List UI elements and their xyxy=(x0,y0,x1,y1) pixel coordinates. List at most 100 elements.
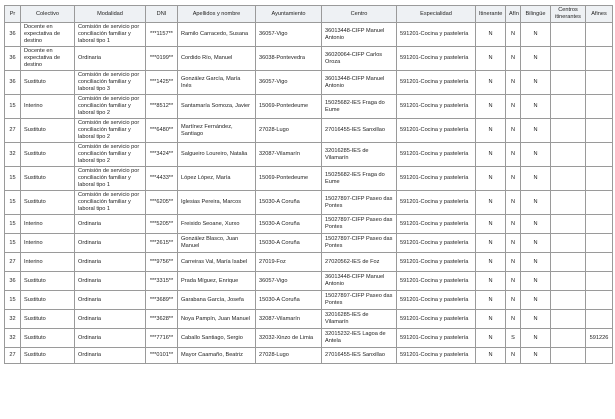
cell-centros-itinerantes xyxy=(550,290,586,310)
cell-afines xyxy=(585,118,613,143)
cell-centros-itinerantes xyxy=(550,214,586,234)
cell-afin: N xyxy=(505,22,521,47)
cell-centro: 36013448-CIFP Manuel Antonio xyxy=(321,22,397,47)
cell-centro: 27016455-IES Sanxillao xyxy=(321,118,397,143)
cell-pr: 15 xyxy=(4,190,21,215)
cell-especialidad: 591201-Cocina y pastelería xyxy=(396,271,476,291)
cell-itinerante: N xyxy=(475,328,506,348)
cell-pr: 36 xyxy=(4,271,21,291)
cell-afin: N xyxy=(505,118,521,143)
cell-apellidos-nombre: López López, María xyxy=(177,166,256,191)
cell-bilingue: N xyxy=(520,70,551,95)
cell-centros-itinerantes xyxy=(550,271,586,291)
cell-bilingue: N xyxy=(520,271,551,291)
cell-afines xyxy=(585,94,613,119)
column-header-centros-itinerantes: Centros itinerantes xyxy=(550,5,586,23)
column-header-pr: Pr xyxy=(4,5,21,23)
cell-itinerante: N xyxy=(475,309,506,329)
cell-centro: 15025682-IES Fraga do Eume xyxy=(321,94,397,119)
cell-centros-itinerantes xyxy=(550,252,586,272)
cell-afines xyxy=(585,233,613,253)
cell-pr: 15 xyxy=(4,290,21,310)
cell-apellidos-nombre: Salgueiro Loureiro, Natalia xyxy=(177,142,256,167)
cell-bilingue: N xyxy=(520,347,551,364)
cell-centros-itinerantes xyxy=(550,309,586,329)
cell-afin: S xyxy=(505,328,521,348)
table-body: 36 Docente en expectativa de destino Comis… xyxy=(4,22,613,364)
cell-especialidad: 591201-Cocina y pastelería xyxy=(396,290,476,310)
cell-dni: ***7716** xyxy=(145,328,178,348)
cell-pr: 27 xyxy=(4,347,21,364)
cell-pr: 32 xyxy=(4,142,21,167)
table-row: 15 Sustituto Ordinaria ***3689** Garabana Ga… xyxy=(4,290,613,310)
cell-apellidos-nombre: Iglesias Pereira, Marcos xyxy=(177,190,256,215)
column-header-centro: Centro xyxy=(321,5,397,23)
cell-itinerante: N xyxy=(475,46,506,71)
cell-modalidad: Comisión de servicio por conciliación fa… xyxy=(74,22,146,47)
cell-afin: N xyxy=(505,347,521,364)
cell-colectivo: Sustituto xyxy=(20,309,75,329)
column-header-colectivo: Colectivo xyxy=(20,5,75,23)
cell-especialidad: 591201-Cocina y pastelería xyxy=(396,118,476,143)
cell-ayuntamiento: 15069-Pontedeume xyxy=(255,94,322,119)
cell-bilingue: N xyxy=(520,252,551,272)
cell-colectivo: Sustituto xyxy=(20,166,75,191)
table-row: 36 Docente en expectativa de destino Ordin… xyxy=(4,46,613,71)
column-header-apellidos-nombre: Apellidos y nombre xyxy=(177,5,256,23)
cell-centros-itinerantes xyxy=(550,94,586,119)
cell-afines xyxy=(585,290,613,310)
cell-apellidos-nombre: Ramilo Carracedo, Susana xyxy=(177,22,256,47)
cell-ayuntamiento: 36057-Vigo xyxy=(255,22,322,47)
cell-ayuntamiento: 15030-A Coruña xyxy=(255,190,322,215)
cell-dni: ***9756** xyxy=(145,252,178,272)
table-row: 15 Interino Ordinaria ***5205** Freixido Seo… xyxy=(4,214,613,234)
cell-itinerante: N xyxy=(475,142,506,167)
cell-afin: N xyxy=(505,46,521,71)
cell-pr: 36 xyxy=(4,22,21,47)
cell-colectivo: Docente en expectativa de destino xyxy=(20,46,75,71)
cell-pr: 32 xyxy=(4,309,21,329)
cell-afin: N xyxy=(505,94,521,119)
cell-afines xyxy=(585,70,613,95)
cell-afines xyxy=(585,252,613,272)
cell-colectivo: Sustituto xyxy=(20,142,75,167)
cell-bilingue: N xyxy=(520,190,551,215)
cell-bilingue: N xyxy=(520,309,551,329)
cell-centros-itinerantes xyxy=(550,190,586,215)
cell-afines xyxy=(585,166,613,191)
table-row: 36 Docente en expectativa de destino Comis… xyxy=(4,22,613,47)
cell-apellidos-nombre: Noya Pampín, Juan Manuel xyxy=(177,309,256,329)
cell-afines xyxy=(585,22,613,47)
cell-modalidad: Ordinaria xyxy=(74,46,146,71)
cell-pr: 36 xyxy=(4,46,21,71)
cell-modalidad: Ordinaria xyxy=(74,347,146,364)
table-row: 32 Sustituto Ordinaria ***3628** Noya Pampín… xyxy=(4,309,613,329)
cell-ayuntamiento: 36038-Pontevedra xyxy=(255,46,322,71)
cell-pr: 27 xyxy=(4,118,21,143)
cell-afin: N xyxy=(505,190,521,215)
cell-colectivo: Sustituto xyxy=(20,290,75,310)
cell-apellidos-nombre: Martínez Fernández, Santiago xyxy=(177,118,256,143)
cell-pr: 15 xyxy=(4,233,21,253)
cell-itinerante: N xyxy=(475,94,506,119)
cell-bilingue: N xyxy=(520,290,551,310)
cell-bilingue: N xyxy=(520,46,551,71)
column-header-afin: Afín xyxy=(505,5,521,23)
cell-colectivo: Sustituto xyxy=(20,328,75,348)
cell-apellidos-nombre: Cordido Río, Manuel xyxy=(177,46,256,71)
cell-centros-itinerantes xyxy=(550,233,586,253)
cell-especialidad: 591201-Cocina y pastelería xyxy=(396,309,476,329)
cell-pr: 15 xyxy=(4,166,21,191)
cell-colectivo: Sustituto xyxy=(20,70,75,95)
cell-itinerante: N xyxy=(475,70,506,95)
cell-afines xyxy=(585,271,613,291)
cell-ayuntamiento: 15030-A Coruña xyxy=(255,233,322,253)
table-row: 15 Sustituto Comisión de servicio por conc… xyxy=(4,166,613,191)
cell-modalidad: Ordinaria xyxy=(74,290,146,310)
cell-apellidos-nombre: González Blasco, Juan Manuel xyxy=(177,233,256,253)
cell-modalidad: Comisión de servicio por conciliación fa… xyxy=(74,118,146,143)
cell-centro: 36020064-CIFP Carlos Oroza xyxy=(321,46,397,71)
cell-centro: 15027897-CIFP Paseo das Pontes xyxy=(321,214,397,234)
cell-modalidad: Ordinaria xyxy=(74,309,146,329)
cell-centros-itinerantes xyxy=(550,118,586,143)
